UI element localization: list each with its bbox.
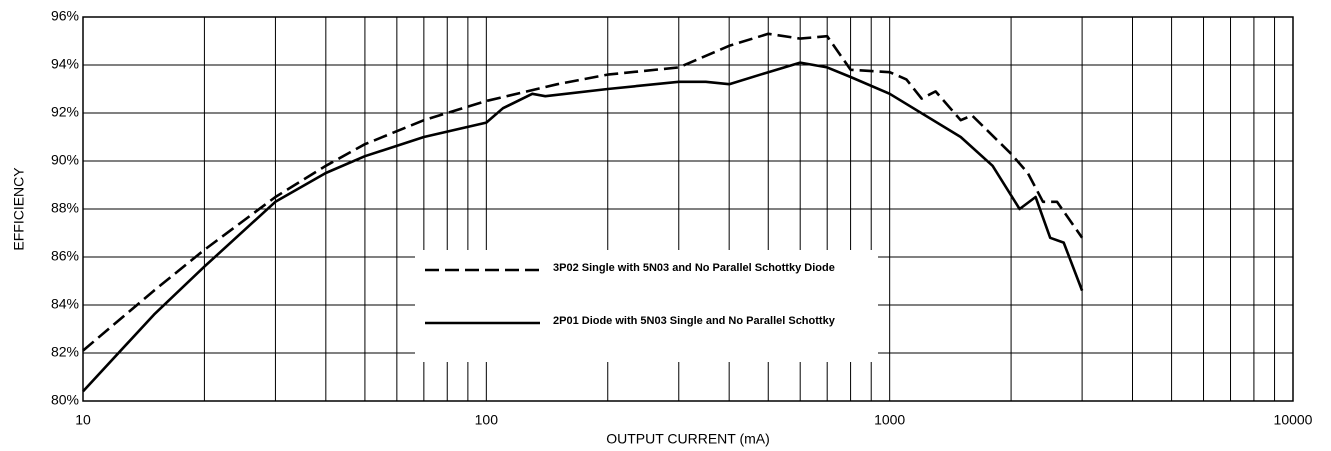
y-tick-label: 92% xyxy=(51,104,79,120)
series-line xyxy=(82,32,1084,352)
x-tick-label: 100 xyxy=(475,412,499,428)
legend-box xyxy=(415,250,878,362)
legend-entry: 2P01 Diode with 5N03 Single and No Paral… xyxy=(553,315,835,327)
y-tick-label: 86% xyxy=(51,248,79,264)
x-tick-label: 10000 xyxy=(1274,412,1313,428)
y-tick-label: 96% xyxy=(51,8,79,24)
y-axis-label: EFFICIENCY xyxy=(11,167,27,251)
y-tick-label: 88% xyxy=(51,200,79,216)
y-tick-label: 82% xyxy=(51,344,79,360)
x-axis-label: OUTPUT CURRENT (mA) xyxy=(606,431,770,447)
y-tick-label: 94% xyxy=(51,56,79,72)
y-tick-label: 80% xyxy=(51,392,79,408)
legend-entry: 3P02 Single with 5N03 and No Parallel Sc… xyxy=(553,262,835,274)
legend-label: 3P02 Single with 5N03 and No Parallel Sc… xyxy=(553,262,835,274)
y-tick-label: 90% xyxy=(51,152,79,168)
plot-frame xyxy=(82,16,1294,402)
series-line xyxy=(82,61,1084,393)
legend-label: 2P01 Diode with 5N03 Single and No Paral… xyxy=(553,315,835,327)
x-tick-label: 1000 xyxy=(874,412,905,428)
y-tick-label: 84% xyxy=(51,296,79,312)
x-tick-label: 10 xyxy=(75,412,91,428)
